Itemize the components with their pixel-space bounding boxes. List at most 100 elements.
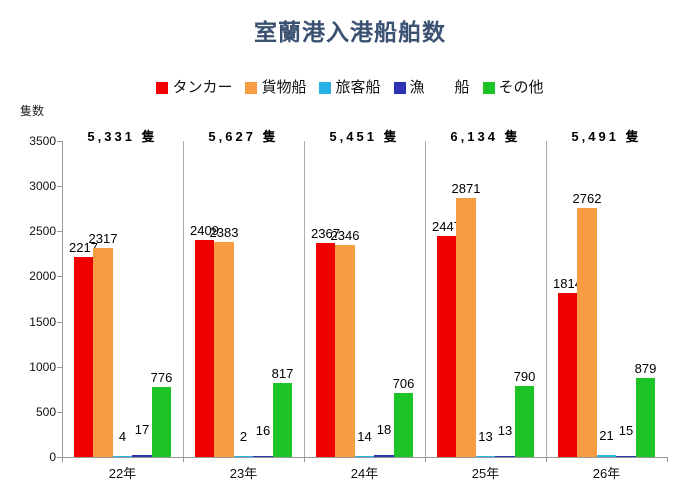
legend-label-other: その他 [498, 79, 544, 96]
legend-label-fishing: 漁 船 [409, 79, 470, 96]
bar-other-23年 [272, 383, 293, 457]
bar-fishing-25年 [495, 455, 515, 457]
bar-value-passenger-23年: 2 [239, 429, 248, 444]
y-axis-tick [57, 141, 62, 142]
panel-separator [304, 141, 305, 457]
group-total-annotation: 5,491 隻 [571, 129, 642, 144]
y-axis-tick [57, 321, 62, 323]
y-axis-tick-label: 1500 [29, 314, 56, 329]
bar-cargo-25年 [456, 197, 476, 457]
bar-value-cargo-23年: 2383 [209, 224, 239, 240]
y-axis-tick [57, 366, 62, 368]
y-axis-tick [57, 276, 62, 278]
x-axis-line [62, 457, 667, 458]
bar-fishing-26年 [616, 455, 636, 457]
bar-cargo-23年 [214, 241, 234, 457]
y-axis-tick-label: 3500 [29, 134, 56, 148]
legend-label-cargo: 貨物船 [261, 79, 307, 96]
legend-swatch-other [482, 82, 495, 94]
panel-separator [183, 141, 184, 457]
bar-value-other-24年: 706 [392, 376, 415, 392]
group-total-annotation: 5,451 隻 [329, 129, 400, 144]
x-axis-category-label: 24年 [350, 466, 379, 481]
x-axis-category-label: 22年 [108, 466, 137, 481]
x-axis-tick [183, 457, 184, 462]
bar-value-fishing-25年: 13 [497, 422, 513, 438]
legend-item-cargo: 貨物船 [245, 79, 306, 97]
legend-item-tanker: タンカー [156, 79, 232, 97]
x-axis-tick [62, 457, 63, 462]
y-axis-unit-label: 隻数 [20, 104, 45, 118]
bar-value-passenger-24年: 14 [357, 428, 372, 444]
legend-item-passenger: 旅客船 [319, 79, 381, 97]
x-axis-category-label: 25年 [471, 466, 500, 481]
bar-value-other-25年: 790 [513, 368, 536, 384]
legend-swatch-passenger [319, 82, 332, 94]
bar-passenger-23年 [233, 456, 254, 457]
legend-item-other: その他 [482, 79, 544, 97]
bar-other-22年 [151, 386, 172, 457]
legend-swatch-tanker [156, 82, 169, 94]
legend-item-fishing: 漁 船 [393, 79, 470, 97]
y-axis-tick [57, 457, 62, 458]
legend-swatch-cargo [245, 82, 258, 94]
x-axis-tick [425, 457, 426, 462]
bar-value-tanker-22年: 2217 [69, 239, 98, 255]
bar-value-cargo-24年: 2346 [330, 228, 360, 244]
bar-fishing-22年 [132, 455, 152, 457]
bar-value-passenger-22年: 4 [118, 429, 127, 444]
bar-value-cargo-22年: 2317 [88, 230, 118, 246]
bar-tanker-23年 [194, 239, 215, 457]
bar-value-cargo-25年: 2871 [451, 180, 481, 196]
bar-tanker-22年 [73, 256, 94, 457]
bar-value-tanker-24年: 2367 [311, 226, 340, 242]
x-axis-category-label: 26年 [592, 466, 621, 481]
bar-fishing-23年 [253, 455, 273, 457]
panel-separator [546, 141, 547, 457]
bar-passenger-24年 [354, 455, 375, 457]
y-axis-tick [57, 411, 62, 413]
y-axis-line [62, 141, 63, 457]
y-axis-tick [57, 186, 62, 188]
bar-value-other-22年: 776 [150, 369, 173, 385]
bar-passenger-25年 [475, 455, 496, 457]
bar-value-other-23年: 817 [271, 366, 294, 382]
bar-value-passenger-26年: 21 [599, 428, 614, 444]
bar-value-tanker-26年: 1814 [553, 276, 582, 292]
legend-label-tanker: タンカー [172, 79, 233, 96]
x-axis-category-label: 23年 [229, 466, 258, 481]
x-axis-tick [667, 457, 668, 462]
chart-title: 室蘭港入港船舶数 [254, 19, 446, 45]
y-axis-tick [57, 231, 62, 233]
bar-other-26年 [635, 377, 656, 457]
y-axis-tick-label: 500 [35, 404, 56, 419]
panel-separator [425, 141, 426, 457]
bar-tanker-24年 [315, 243, 336, 457]
bar-other-25年 [514, 385, 535, 457]
bar-fishing-24年 [374, 455, 394, 457]
bar-value-tanker-23年: 2409 [190, 222, 219, 238]
y-axis-tick-label: 1000 [29, 359, 56, 374]
group-total-annotation: 6,134 隻 [450, 129, 521, 144]
bar-other-24年 [393, 393, 414, 457]
bar-value-other-26年: 879 [634, 360, 657, 376]
bar-passenger-26年 [596, 455, 617, 457]
legend-swatch-fishing [393, 82, 406, 94]
bar-passenger-22年 [112, 456, 133, 457]
bar-tanker-25年 [436, 236, 457, 457]
bar-cargo-24年 [335, 245, 355, 457]
y-axis-tick-label: 2000 [29, 269, 56, 284]
chart-legend: タンカー 貨物船 旅客船 漁 船 その他 [0, 79, 700, 97]
group-total-annotation: 5,627 隻 [208, 129, 279, 144]
bar-tanker-26年 [557, 293, 578, 457]
bar-value-cargo-26年: 2762 [572, 190, 602, 206]
legend-label-passenger: 旅客船 [335, 79, 381, 96]
y-axis-tick-label: 3000 [29, 179, 56, 194]
x-axis-tick [546, 457, 547, 462]
bar-value-tanker-25年: 2447 [432, 219, 461, 235]
group-total-annotation: 5,331 隻 [87, 129, 158, 144]
bar-value-fishing-23年: 16 [255, 422, 271, 438]
bar-cargo-22年 [93, 247, 113, 457]
x-axis-tick [304, 457, 305, 462]
